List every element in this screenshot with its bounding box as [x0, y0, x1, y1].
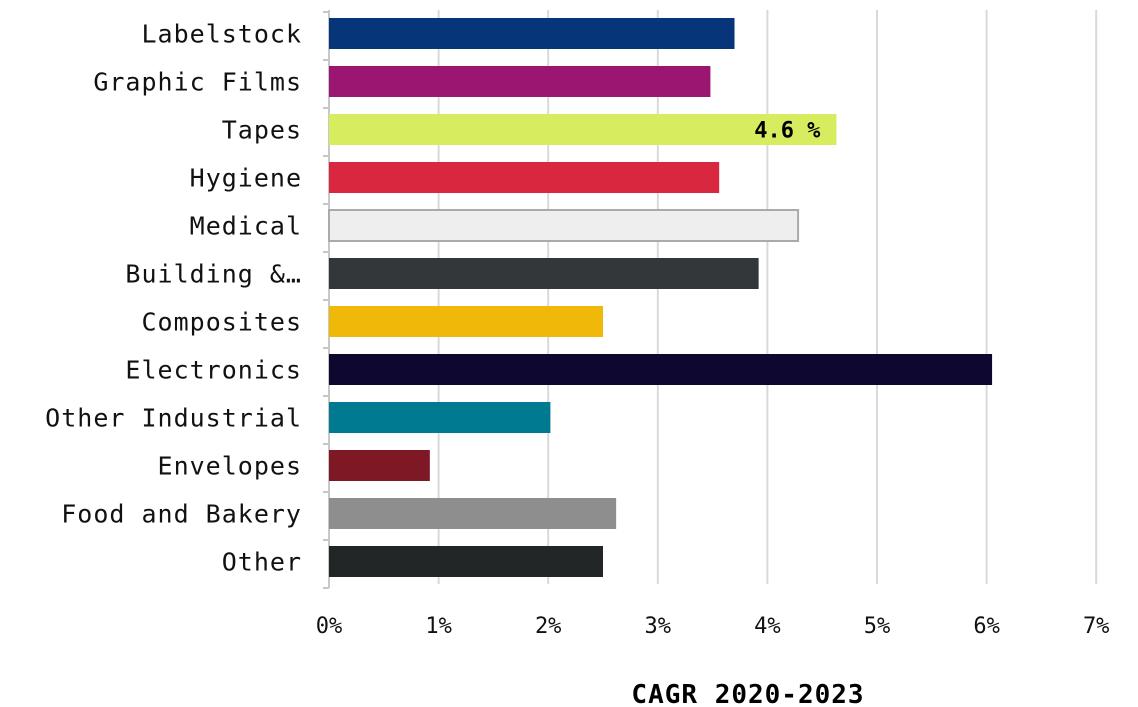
- x-tick-label: 7%: [1083, 614, 1110, 639]
- category-label-labelstock: Labelstock: [141, 20, 302, 49]
- x-tick-label: 1%: [425, 614, 452, 639]
- bar-composites: [329, 306, 603, 337]
- data-labels: 4.6 %: [754, 119, 821, 144]
- category-label-other: Other: [222, 548, 302, 577]
- bar-other-industrial: [329, 402, 551, 433]
- bar-graphic-films: [329, 66, 711, 97]
- x-tick-labels: 0% 1% 2% 3% 4% 5% 6% 7%: [316, 614, 1110, 639]
- bar-other: [329, 546, 603, 577]
- bar-hygiene: [329, 162, 720, 193]
- bar-electronics: [329, 354, 993, 385]
- category-label-building: Building &…: [125, 260, 302, 289]
- x-tick-label: 6%: [973, 614, 1000, 639]
- category-label-food-and-bakery: Food and Bakery: [61, 500, 302, 529]
- x-tick-label: 3%: [645, 614, 672, 639]
- x-tick-label: 5%: [864, 614, 891, 639]
- bar-food-and-bakery: [329, 498, 617, 529]
- category-label-electronics: Electronics: [125, 356, 302, 385]
- category-labels: Labelstock Graphic Films Tapes Hygiene Medic…: [45, 20, 302, 577]
- bar-medical: [328, 209, 800, 242]
- category-label-composites: Composites: [141, 308, 302, 337]
- x-tick-label: 2%: [535, 614, 562, 639]
- gridlines: [323, 10, 1098, 589]
- bar-tapes: [329, 114, 837, 145]
- bar-envelopes: [329, 450, 430, 481]
- data-label-tapes: 4.6 %: [754, 119, 821, 144]
- bar-building: [329, 258, 759, 289]
- category-label-hygiene: Hygiene: [190, 164, 302, 193]
- category-label-tapes: Tapes: [222, 116, 302, 145]
- category-label-medical: Medical: [190, 212, 302, 241]
- x-axis-title: CAGR 2020-2023: [631, 680, 864, 707]
- bars: [328, 18, 993, 577]
- category-label-envelopes: Envelopes: [158, 452, 302, 481]
- x-tick-label: 4%: [754, 614, 781, 639]
- bar-labelstock: [329, 18, 735, 49]
- x-tick-label: 0%: [316, 614, 343, 639]
- category-label-other-industrial: Other Industrial: [45, 404, 302, 433]
- category-label-graphic-films: Graphic Films: [93, 68, 302, 97]
